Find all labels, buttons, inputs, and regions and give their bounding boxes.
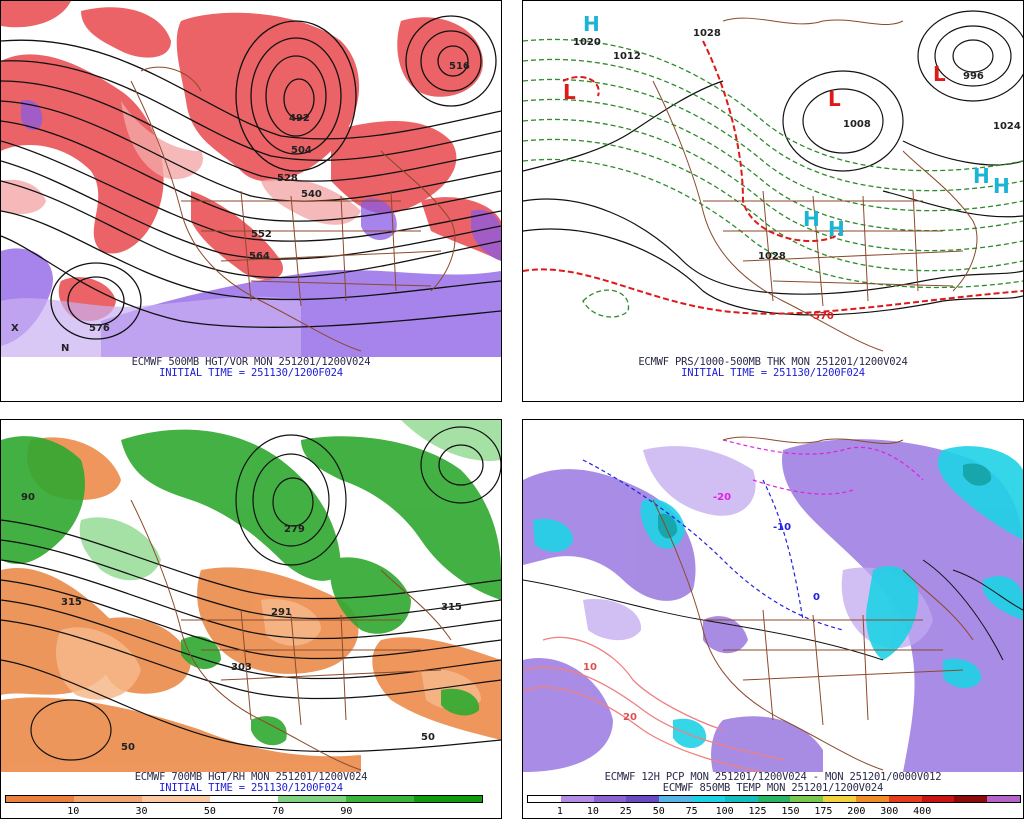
rh-colorbar-ticks: 10 30 50 70 90 bbox=[5, 806, 483, 818]
contour-label: 504 bbox=[291, 145, 312, 156]
colorbar-swatch bbox=[954, 796, 988, 802]
colorbar-tick: 100 bbox=[715, 806, 734, 817]
contour-label: 291 bbox=[271, 607, 292, 618]
colorbar-swatch bbox=[74, 796, 142, 802]
rh-colorbar bbox=[5, 795, 483, 803]
vort-min-mark: X bbox=[11, 323, 19, 334]
colorbar-tick: 175 bbox=[814, 806, 833, 817]
panel-caption: ECMWF 12H PCP MON 251201/1200V024 - MON … bbox=[604, 771, 942, 783]
colorbar-swatch bbox=[593, 796, 627, 802]
colorbar-swatch bbox=[659, 796, 692, 802]
colorbar-tick: 50 bbox=[652, 806, 665, 817]
precip-colorbar bbox=[527, 795, 1021, 803]
colorbar-swatch bbox=[757, 796, 791, 802]
colorbar-swatch bbox=[921, 796, 955, 802]
colorbar-tick: 10 bbox=[586, 806, 599, 817]
contour-label: 576 bbox=[89, 323, 110, 334]
colorbar-swatch bbox=[626, 796, 660, 802]
isobar-label: 1028 bbox=[693, 28, 721, 39]
contour-label: 516 bbox=[449, 61, 470, 72]
initial-time-caption: INITIAL TIME = 251130/1200F024 bbox=[159, 782, 343, 794]
colorbar-swatch bbox=[6, 796, 74, 802]
contour-label: 303 bbox=[231, 662, 252, 673]
thickness-label: 570 bbox=[813, 311, 834, 322]
colorbar-swatch bbox=[210, 796, 278, 802]
temp-label: 10 bbox=[583, 662, 597, 673]
map-prs-thk: L L L H H H H H 1028 1020 1024 1012 1008… bbox=[523, 1, 1023, 357]
isobar-label: 1012 bbox=[613, 51, 641, 62]
low-pressure-mark: L bbox=[933, 62, 946, 86]
temp-label: -10 bbox=[773, 522, 791, 533]
colorbar-swatch bbox=[414, 796, 482, 802]
colorbar-swatch bbox=[855, 796, 889, 802]
isobar-label: 1024 bbox=[993, 121, 1021, 132]
colorbar-tick: 150 bbox=[781, 806, 800, 817]
low-pressure-mark: L bbox=[563, 80, 576, 104]
panel-prs-thickness: L L L H H H H H 1028 1020 1024 1012 1008… bbox=[522, 0, 1024, 402]
high-pressure-mark: H bbox=[973, 164, 990, 188]
temp-label: 0 bbox=[813, 592, 820, 603]
colorbar-tick: 300 bbox=[880, 806, 899, 817]
low-pressure-mark: L bbox=[828, 87, 841, 111]
vort-max-mark: N bbox=[61, 343, 69, 354]
rh-label: 50 bbox=[421, 732, 435, 743]
high-pressure-mark: H bbox=[828, 217, 845, 241]
colorbar-tick: 30 bbox=[135, 806, 148, 817]
isobar-label: 1008 bbox=[843, 119, 871, 130]
colorbar-swatch bbox=[691, 796, 725, 802]
initial-time-caption: INITIAL TIME = 251130/1200F024 bbox=[681, 367, 865, 379]
isobar-label: 1028 bbox=[758, 251, 786, 262]
colorbar-tick: 25 bbox=[619, 806, 632, 817]
colorbar-tick: 90 bbox=[340, 806, 353, 817]
contour-label: 315 bbox=[441, 602, 462, 613]
contour-label: 492 bbox=[289, 113, 310, 124]
panel-caption-secondary: ECMWF 850MB TEMP MON 251201/1200V024 bbox=[662, 782, 884, 794]
colorbar-swatch bbox=[278, 796, 346, 802]
panel-500mb-hgt-vor: 492 504 516 528 540 552 564 576 X N ECMW… bbox=[0, 0, 502, 402]
contour-label: 315 bbox=[61, 597, 82, 608]
temp-label: -20 bbox=[713, 492, 731, 503]
colorbar-tick: 10 bbox=[67, 806, 80, 817]
contour-label: 279 bbox=[284, 524, 305, 535]
colorbar-swatch bbox=[528, 796, 561, 802]
colorbar-tick: 400 bbox=[913, 806, 932, 817]
panel-caption: ECMWF 500MB HGT/VOR MON 251201/1200V024 bbox=[131, 356, 371, 368]
colorbar-swatch bbox=[724, 796, 758, 802]
colorbar-tick: 125 bbox=[748, 806, 767, 817]
contour-label: 564 bbox=[249, 251, 270, 262]
panel-pcp-850temp: -20 -10 0 10 20 ECMWF 12H PCP MON 251201… bbox=[522, 419, 1024, 819]
high-pressure-mark: H bbox=[583, 12, 600, 36]
isobar-label: 1020 bbox=[573, 37, 601, 48]
contour-label: 528 bbox=[277, 173, 298, 184]
colorbar-tick: 70 bbox=[272, 806, 285, 817]
colorbar-swatch bbox=[888, 796, 922, 802]
colorbar-swatch bbox=[142, 796, 210, 802]
rh-label: 90 bbox=[21, 492, 35, 503]
map-pcp-temp: -20 -10 0 10 20 bbox=[523, 420, 1023, 772]
contour-label: 552 bbox=[251, 229, 272, 240]
map-500mb: 492 504 516 528 540 552 564 576 X N bbox=[1, 1, 501, 357]
panel-caption: ECMWF 700MB HGT/RH MON 251201/1200V024 bbox=[134, 771, 368, 783]
colorbar-tick: 75 bbox=[685, 806, 698, 817]
colorbar-swatch bbox=[790, 796, 824, 802]
initial-time-caption: INITIAL TIME = 251130/1200F024 bbox=[159, 367, 343, 379]
high-pressure-mark: H bbox=[803, 207, 820, 231]
panel-caption: ECMWF PRS/1000-500MB THK MON 251201/1200… bbox=[638, 356, 908, 368]
panel-700mb-hgt-rh: 315 315 303 291 279 50 50 90 ECMWF 700MB… bbox=[0, 419, 502, 819]
precip-colorbar-ticks: 1 10 25 50 75 100 125 150 175 200 300 400 bbox=[527, 806, 1021, 818]
colorbar-tick: 1 bbox=[556, 806, 563, 817]
isobar-label: 996 bbox=[963, 71, 984, 82]
rh-label: 50 bbox=[121, 742, 135, 753]
colorbar-swatch bbox=[823, 796, 856, 802]
colorbar-swatch bbox=[346, 796, 414, 802]
colorbar-swatch bbox=[560, 796, 594, 802]
map-700mb: 315 315 303 291 279 50 50 90 bbox=[1, 420, 501, 772]
contour-label: 540 bbox=[301, 189, 322, 200]
colorbar-tick: 50 bbox=[203, 806, 216, 817]
colorbar-tick: 200 bbox=[847, 806, 866, 817]
temp-label: 20 bbox=[623, 712, 637, 723]
high-pressure-mark: H bbox=[993, 174, 1010, 198]
colorbar-swatch bbox=[987, 796, 1020, 802]
